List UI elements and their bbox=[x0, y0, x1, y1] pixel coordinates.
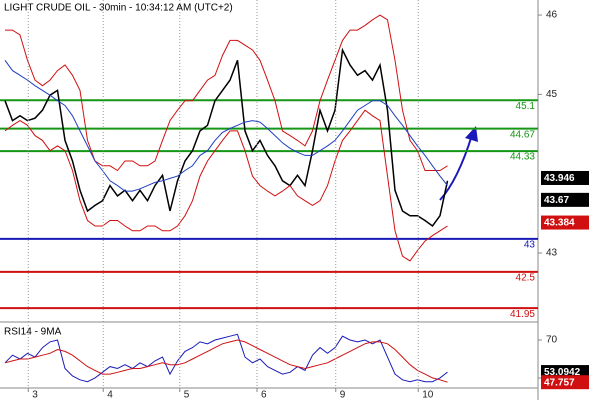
level-label: 44.67 bbox=[510, 129, 535, 140]
price-tag-label: 43.67 bbox=[544, 195, 569, 206]
price-tag-label: 47.757 bbox=[544, 377, 575, 388]
series-line bbox=[4, 339, 448, 383]
price-tag-label: 43.946 bbox=[544, 173, 575, 184]
price-tag-label: 43.384 bbox=[544, 218, 575, 229]
price-tag bbox=[541, 215, 589, 230]
chart-title: LIGHT CRUDE OIL - 30min - 10:34:12 AM (U… bbox=[4, 3, 233, 14]
y-tick-label: 46 bbox=[546, 10, 558, 21]
arrow-shaft bbox=[439, 134, 473, 201]
level-label: 44.33 bbox=[510, 152, 535, 163]
level-label: 43 bbox=[524, 240, 536, 251]
level-label: 41.95 bbox=[510, 309, 535, 320]
series-line bbox=[4, 60, 448, 192]
x-tick-label: 3 bbox=[32, 390, 38, 400]
level-label: 45.1 bbox=[516, 101, 536, 112]
x-tick-label: 5 bbox=[184, 390, 190, 400]
price-tag-label: 53.0942 bbox=[544, 367, 581, 378]
series-line bbox=[4, 47, 449, 228]
level-label: 42.5 bbox=[516, 272, 536, 283]
x-tick-label: 4 bbox=[107, 390, 113, 400]
price-tag bbox=[541, 192, 589, 207]
x-tick-label: 10 bbox=[422, 390, 434, 400]
price-tag bbox=[541, 375, 589, 390]
forecast-arrow bbox=[439, 126, 478, 201]
x-tick-label: 6 bbox=[261, 390, 267, 400]
y-tick-label: 45 bbox=[546, 89, 558, 100]
rsi-title: RSI14 - 9MA bbox=[4, 327, 62, 338]
price-tag bbox=[541, 170, 589, 185]
x-tick-label: 9 bbox=[340, 390, 346, 400]
arrow-head bbox=[465, 126, 478, 142]
series-line bbox=[5, 14, 448, 172]
y-tick-label: 43 bbox=[546, 248, 558, 259]
series-line bbox=[4, 109, 448, 262]
series-line bbox=[4, 333, 448, 383]
y-tick-label: 70 bbox=[546, 335, 558, 346]
